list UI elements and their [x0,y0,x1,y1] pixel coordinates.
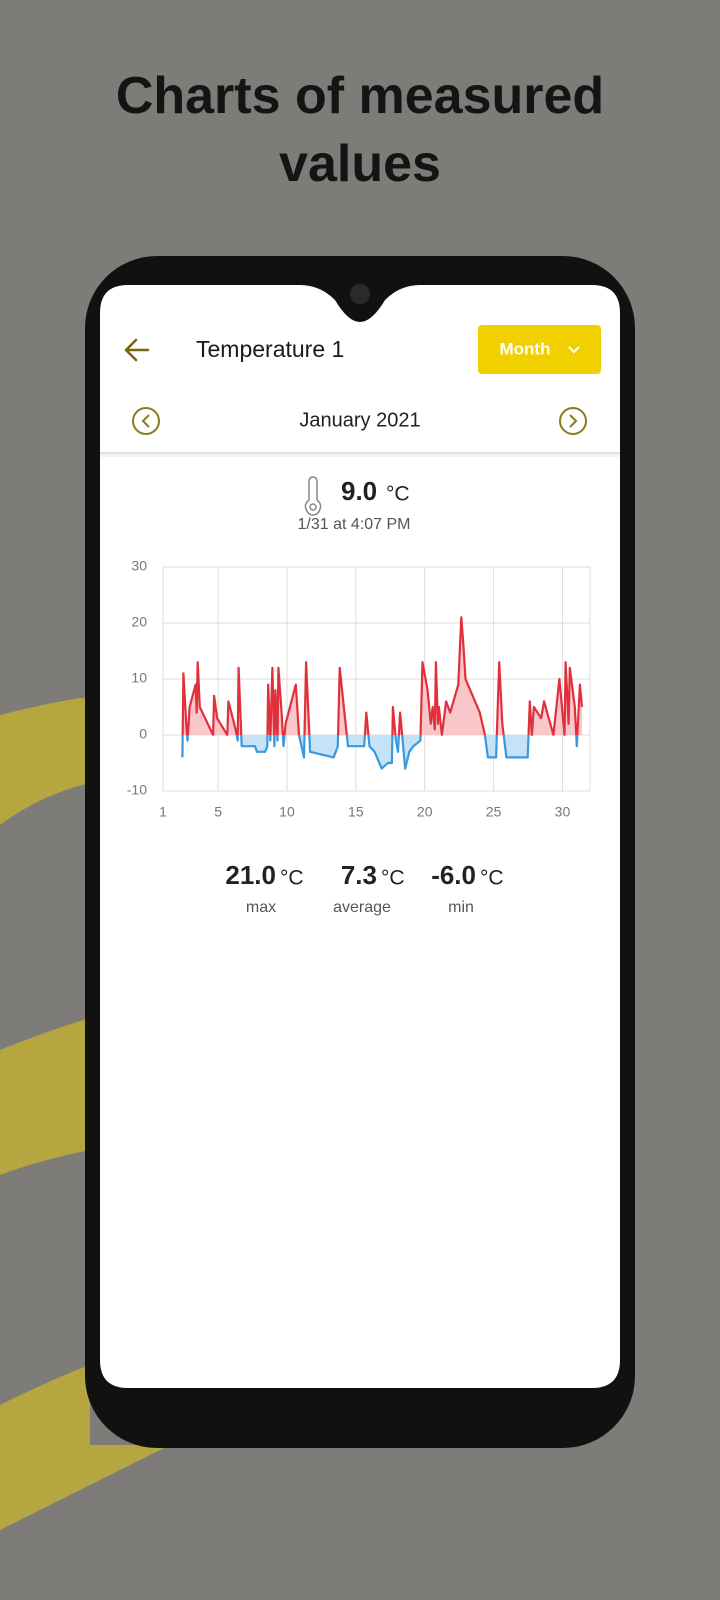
x-tick-label: 10 [279,804,295,820]
x-tick-label: 5 [214,804,222,820]
decor-stripe [0,1018,90,1175]
stat-value: 21.0 [225,860,276,890]
y-tick-label: 10 [131,670,147,686]
thermometer-icon [304,476,322,516]
stat-unit: °C [480,867,504,890]
y-tick-label: -10 [127,782,147,798]
prev-icon [141,414,150,428]
y-tick-label: 0 [139,726,147,742]
line [181,616,584,770]
stat-value: -6.0 [431,860,476,890]
y-tick-label: 20 [131,614,147,630]
decor-stripe [0,697,90,825]
headline: Charts of measured values [115,67,605,193]
y-tick-label: 30 [131,558,147,574]
x-tick-label: 25 [486,804,502,820]
divider [100,452,620,454]
next-icon [569,414,578,428]
screen-title: Temperature 1 [196,336,344,362]
phone-screen [100,285,620,1388]
stat-unit: °C [381,867,405,890]
dropdown-icon [568,346,580,354]
x-tick-label: 15 [348,804,364,820]
camera [350,284,370,304]
plot-border [162,566,591,792]
divider-shadow [100,454,620,457]
stat-label: max [246,899,276,916]
stat-value: 7.3 [341,860,377,890]
period-button[interactable] [478,325,601,374]
stat-label: average [333,899,391,916]
x-tick-label: 20 [417,804,433,820]
x-tick-label: 1 [159,804,167,820]
back-button[interactable] [124,338,150,362]
stat-label: min [448,899,474,916]
decor-stripe [0,1365,170,1530]
x-tick-label: 30 [555,804,571,820]
prev-button[interactable] [132,407,160,435]
current-unit: °C [386,483,410,506]
month-label: January 2021 [299,409,420,431]
stat-unit: °C [280,867,304,890]
next-button[interactable] [559,407,587,435]
current-value: 9.0 [341,476,377,506]
period-label: Month [500,339,551,358]
current-time: 1/31 at 4:07 PM [298,516,411,533]
